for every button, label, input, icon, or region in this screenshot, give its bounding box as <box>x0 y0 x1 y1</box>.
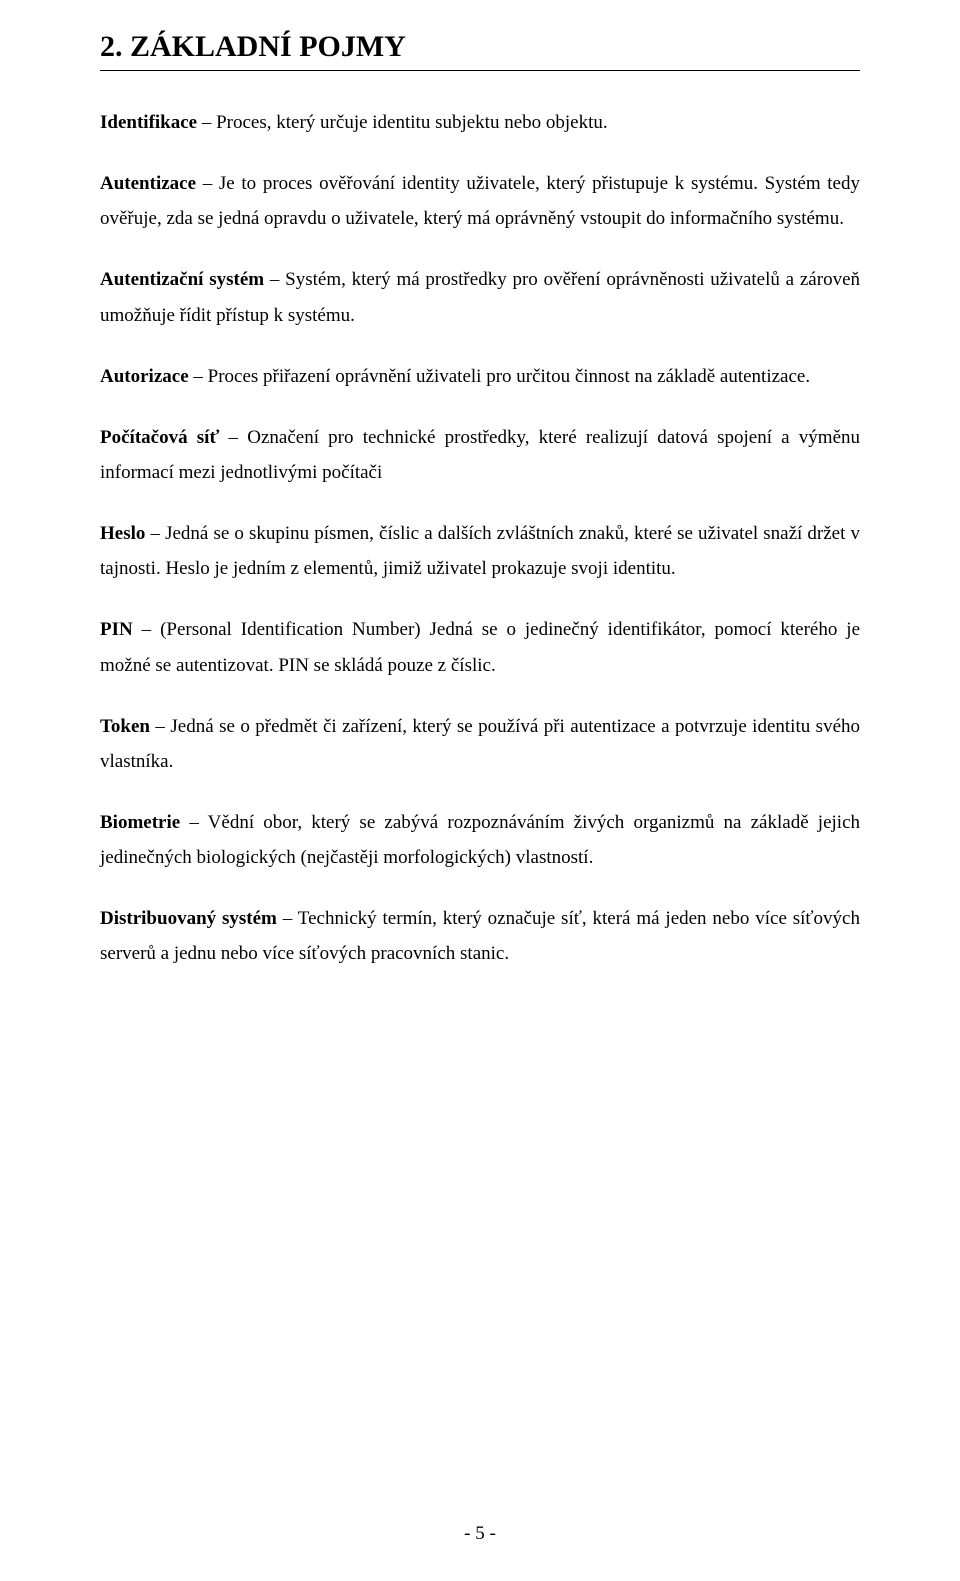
definition-item: PIN – (Personal Identification Number) J… <box>100 612 860 682</box>
definition-item: Distribuovaný systém – Technický termín,… <box>100 901 860 971</box>
definition-item: Počítačová síť – Označení pro technické … <box>100 420 860 490</box>
term: Distribuovaný systém <box>100 908 277 929</box>
definition-item: Heslo – Jedná se o skupinu písmen, čísli… <box>100 516 860 586</box>
term: Identifikace <box>100 112 197 133</box>
section-rule <box>100 70 860 71</box>
term: Autorizace <box>100 366 189 387</box>
definition-text: – (Personal Identification Number) Jedná… <box>100 619 860 675</box>
term: Počítačová síť <box>100 427 219 448</box>
definition-item: Autentizace – Je to proces ověřování ide… <box>100 166 860 236</box>
section-heading: 2. ZÁKLADNÍ POJMY <box>100 30 860 64</box>
definition-text: – Jedná se o skupinu písmen, číslic a da… <box>100 523 860 579</box>
term: Autentizace <box>100 173 196 194</box>
definition-text: – Vědní obor, který se zabývá rozpoznává… <box>100 812 860 868</box>
definition-text: – Jedná se o předmět či zařízení, který … <box>100 716 860 772</box>
definition-text: – Proces přiřazení oprávnění uživateli p… <box>189 366 810 387</box>
definition-item: Token – Jedná se o předmět či zařízení, … <box>100 709 860 779</box>
definitions-list: Identifikace – Proces, který určuje iden… <box>100 105 860 972</box>
definition-item: Autorizace – Proces přiřazení oprávnění … <box>100 359 860 394</box>
page-number: - 5 - <box>0 1523 960 1545</box>
term: Autentizační systém <box>100 269 264 290</box>
definition-item: Autentizační systém – Systém, který má p… <box>100 262 860 332</box>
definition-text: – Je to proces ověřování identity uživat… <box>100 173 860 229</box>
definition-text: – Proces, který určuje identitu subjektu… <box>197 112 608 133</box>
term: Token <box>100 716 150 737</box>
term: Biometrie <box>100 812 180 833</box>
term: PIN <box>100 619 133 640</box>
definition-item: Biometrie – Vědní obor, který se zabývá … <box>100 805 860 875</box>
definition-item: Identifikace – Proces, který určuje iden… <box>100 105 860 140</box>
term: Heslo <box>100 523 145 544</box>
